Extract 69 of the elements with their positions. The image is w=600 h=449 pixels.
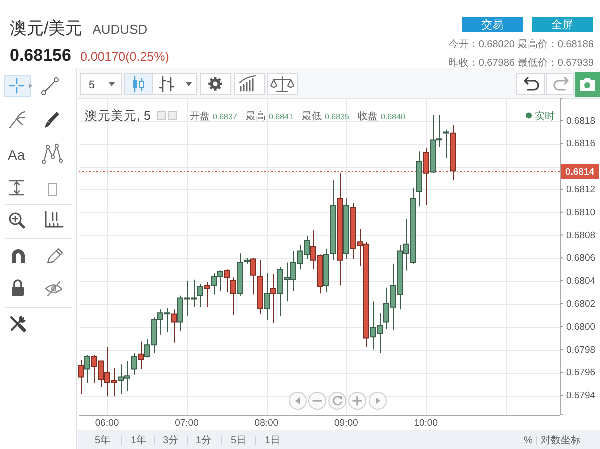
annotation: 0.6835 [324,112,350,122]
text: 1分 [196,434,212,446]
candlestick [132,352,138,376]
text: 对数坐标 [541,434,581,446]
text: 0.00170(0.25%) [80,50,170,64]
chart-title: 澳元/美元 [10,19,83,38]
text: 1年 [131,434,147,446]
text: 5年 [95,434,111,446]
text: 交易 [482,18,504,32]
text: 5 [89,80,96,92]
candlestick [172,309,178,344]
y-tick-label: 0.6810 [566,207,596,218]
text: 最低价：0.67939 [518,57,594,69]
x-tick-label: 09:00 [334,418,358,430]
annotation: 最低 [302,112,322,122]
ref-line-label: 0.6814 [565,167,596,178]
text: 5日 [231,436,247,446]
candlestick [344,198,350,260]
text: 昨收：0.67986 [448,57,516,69]
y-tick-label: 0.6796 [566,368,596,379]
candlestick [324,248,330,293]
candlestick [230,277,236,316]
y-tick-label: 0.6816 [566,138,596,150]
y-tick-label: 0.6812 [566,184,596,196]
x-tick-label: 07:00 [175,418,199,430]
text: % [524,436,533,446]
y-tick-label: 0.6794 [566,390,596,402]
annotation: 收盘 [358,110,378,122]
candlestick [338,172,344,286]
candlestick [138,341,144,370]
candlestick [78,360,84,395]
y-tick-label: 0.6800 [566,322,596,333]
y-tick-label: 0.6806 [566,253,596,264]
candlestick [264,272,270,320]
candlestick [198,284,204,308]
text: 0.68156 [10,46,72,65]
candlestick [270,274,276,324]
candlestick [416,151,422,208]
candlestick [238,253,244,296]
text: 最高价：0.68186 [518,38,594,50]
candlestick [224,269,230,293]
annotation: 澳元美元, 5 [85,108,151,123]
annotation: 实时 [535,110,555,122]
y-tick-label: 0.6802 [566,298,596,310]
chart-subtitle: AUDUSD [92,22,148,37]
annotation: 0.6840 [381,112,406,122]
candlestick [258,260,264,315]
text: 今开：0.68020 [448,38,516,50]
candlestick [244,258,250,264]
y-tick-label: 0.6818 [566,116,596,127]
candlestick [444,129,450,160]
x-tick-label: 08:00 [254,418,279,430]
text: 1日 [265,436,281,446]
annotation: 开盘 [190,110,210,122]
text: 全屏 [552,20,574,32]
candlestick [250,258,256,296]
candlestick [330,180,336,261]
y-tick-label: 0.6808 [566,230,596,242]
annotation: 最高 [246,110,266,122]
y-tick-label: 0.6804 [566,276,596,288]
candlestick [84,354,90,384]
candlestick [204,282,210,308]
text: 3分 [163,434,179,446]
x-tick-label: 10:00 [414,418,438,430]
text: Aa [8,147,26,163]
x-tick-label: 06:00 [95,418,120,430]
y-tick-label: 0.6798 [566,344,596,356]
annotation: 0.6841 [268,112,294,122]
annotation: 0.6837 [212,112,238,122]
